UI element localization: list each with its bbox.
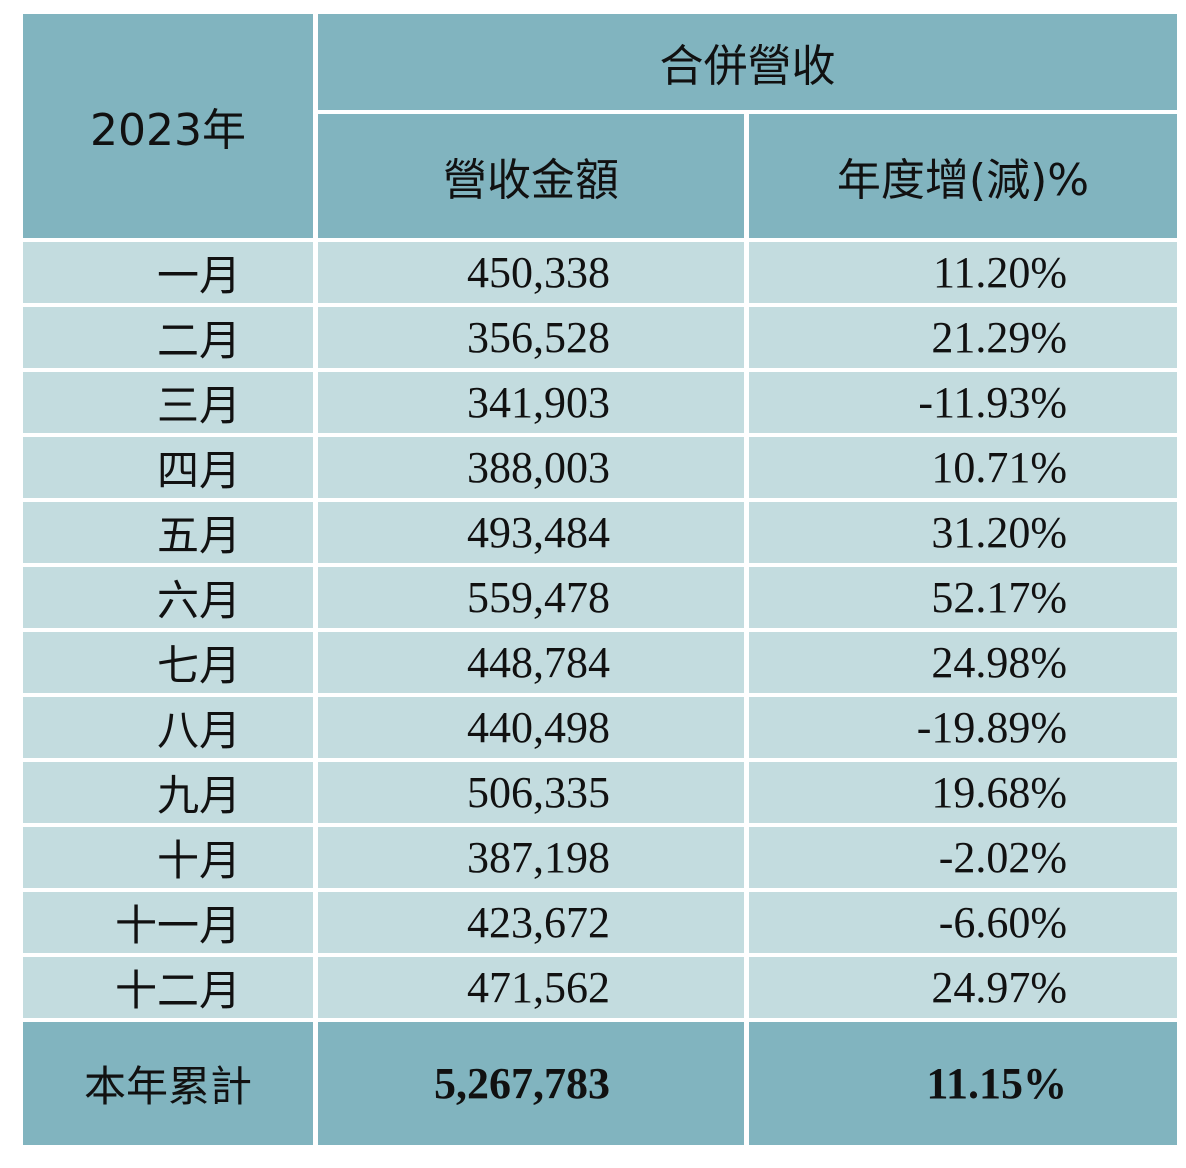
yoy-change-header: 年度增(減)% — [749, 110, 1177, 238]
header-row-top: 2023年 合併營收 — [23, 14, 1177, 238]
header-row-sub: 營收金額 年度增(減)% — [23, 110, 1177, 238]
month-cell: 八月 — [23, 693, 313, 758]
yoy-change-cell: 52.17% — [749, 563, 1177, 628]
month-cell: 七月 — [23, 628, 313, 693]
yoy-change-cell: -19.89% — [749, 693, 1177, 758]
table-row: 二月 356,528 21.29% — [23, 303, 1177, 368]
yoy-change-cell: 31.20% — [749, 498, 1177, 563]
month-cell: 五月 — [23, 498, 313, 563]
yoy-change-cell: 11.20% — [749, 238, 1177, 303]
yoy-change-cell: -11.93% — [749, 368, 1177, 433]
yoy-change-cell: 24.97% — [749, 953, 1177, 1018]
table-row: 四月 388,003 10.71% — [23, 433, 1177, 498]
yoy-change-cell: -6.60% — [749, 888, 1177, 953]
total-row: 本年累計 5,267,783 11.15% — [23, 1018, 1177, 1145]
year-header: 2023年 — [23, 14, 313, 238]
table-row: 六月 559,478 52.17% — [23, 563, 1177, 628]
revenue-amount-cell: 448,784 — [318, 628, 744, 693]
table-row: 八月 440,498 -19.89% — [23, 693, 1177, 758]
consolidated-revenue-header: 合併營收 — [318, 14, 1177, 110]
table-row: 九月 506,335 19.68% — [23, 758, 1177, 823]
table-row: 七月 448,784 24.98% — [23, 628, 1177, 693]
revenue-amount-cell: 388,003 — [318, 433, 744, 498]
month-cell: 十二月 — [23, 953, 313, 1018]
total-label: 本年累計 — [23, 1018, 313, 1145]
yoy-change-cell: -2.02% — [749, 823, 1177, 888]
revenue-amount-cell: 387,198 — [318, 823, 744, 888]
revenue-amount-cell: 450,338 — [318, 238, 744, 303]
revenue-amount-header: 營收金額 — [318, 110, 744, 238]
table-row: 十二月 471,562 24.97% — [23, 953, 1177, 1018]
revenue-table-body: 2023年 合併營收 營收金額 年度增(減)% 一月 450,338 11.20% 二… — [23, 14, 1177, 1145]
month-cell: 一月 — [23, 238, 313, 303]
month-cell: 六月 — [23, 563, 313, 628]
month-cell: 二月 — [23, 303, 313, 368]
yoy-change-cell: 21.29% — [749, 303, 1177, 368]
revenue-amount-cell: 471,562 — [318, 953, 744, 1018]
month-cell: 九月 — [23, 758, 313, 823]
table-row: 十一月 423,672 -6.60% — [23, 888, 1177, 953]
yoy-change-cell: 19.68% — [749, 758, 1177, 823]
table-row: 一月 450,338 11.20% — [23, 238, 1177, 303]
revenue-amount-cell: 506,335 — [318, 758, 744, 823]
month-cell: 四月 — [23, 433, 313, 498]
yoy-change-cell: 10.71% — [749, 433, 1177, 498]
revenue-amount-cell: 423,672 — [318, 888, 744, 953]
total-yoy-change: 11.15% — [749, 1018, 1177, 1145]
revenue-table: 2023年 合併營收 營收金額 年度增(減)% 一月 450,338 11.20% 二… — [18, 14, 1182, 1145]
yoy-change-cell: 24.98% — [749, 628, 1177, 693]
revenue-amount-cell: 440,498 — [318, 693, 744, 758]
revenue-amount-cell: 493,484 — [318, 498, 744, 563]
revenue-amount-cell: 559,478 — [318, 563, 744, 628]
month-cell: 十月 — [23, 823, 313, 888]
total-amount: 5,267,783 — [318, 1018, 744, 1145]
table-row: 五月 493,484 31.20% — [23, 498, 1177, 563]
month-cell: 十一月 — [23, 888, 313, 953]
month-cell: 三月 — [23, 368, 313, 433]
revenue-amount-cell: 356,528 — [318, 303, 744, 368]
table-row: 十月 387,198 -2.02% — [23, 823, 1177, 888]
revenue-amount-cell: 341,903 — [318, 368, 744, 433]
table-row: 三月 341,903 -11.93% — [23, 368, 1177, 433]
